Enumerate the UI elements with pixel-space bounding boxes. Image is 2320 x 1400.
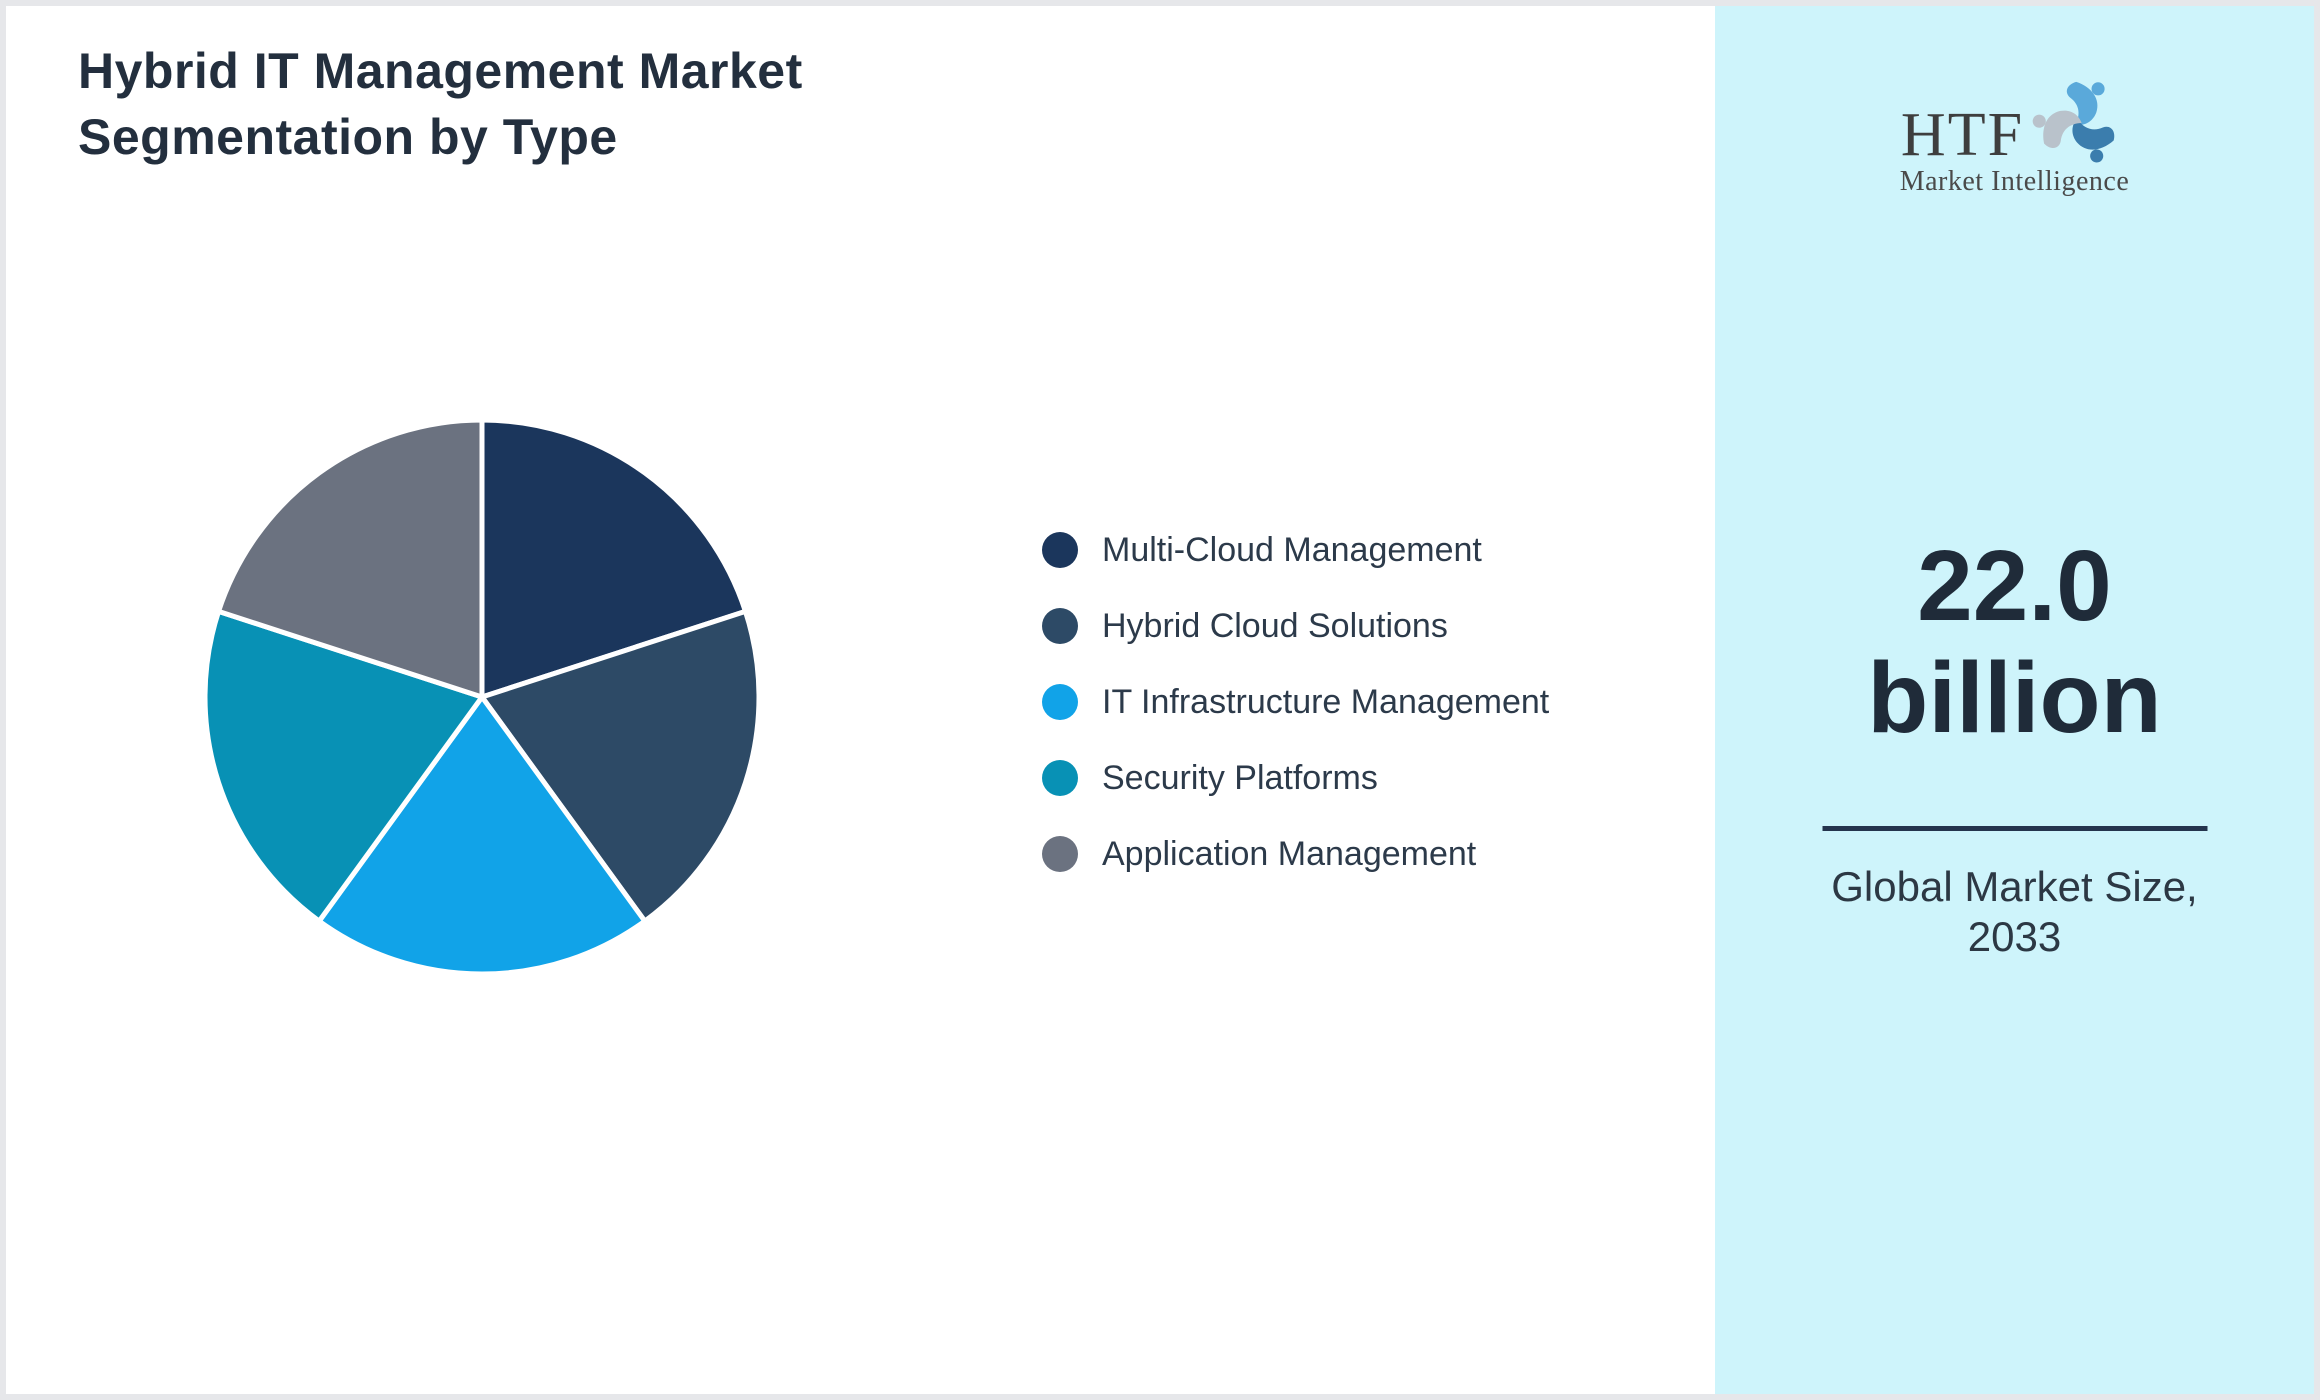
page-title: Hybrid IT Management Market Segmentation… bbox=[78, 38, 803, 170]
htf-logo-tagline: Market Intelligence bbox=[1899, 166, 2130, 197]
stat-divider bbox=[1822, 826, 2207, 831]
pie-slice-2 bbox=[316, 694, 648, 977]
highlight-sidebar: HTF Market Intelligence 22.0 billion Glo… bbox=[1715, 6, 2314, 1394]
legend-item: IT Infrastructure Management bbox=[1042, 664, 1549, 740]
chart-legend: Multi-Cloud Management Hybrid Cloud Solu… bbox=[1042, 512, 1549, 892]
stat-value-line2: billion bbox=[1867, 642, 2162, 754]
stat-caption: Global Market Size, 2033 bbox=[1715, 862, 2314, 962]
pie-slice-4 bbox=[216, 417, 485, 700]
pie-chart bbox=[202, 417, 762, 977]
legend-label: Security Platforms bbox=[1102, 758, 1378, 797]
legend-swatch-icon bbox=[1042, 684, 1078, 720]
market-size-stat: 22.0 billion bbox=[1715, 530, 2314, 754]
legend-label: Application Management bbox=[1102, 834, 1477, 873]
htf-logo-row: HTF bbox=[1900, 74, 2128, 170]
stat-caption-line2: 2033 bbox=[1967, 913, 2062, 960]
legend-label: IT Infrastructure Management bbox=[1102, 682, 1550, 721]
legend-item: Hybrid Cloud Solutions bbox=[1042, 588, 1549, 664]
logo-swirl-icon bbox=[2029, 81, 2119, 166]
htf-logo: HTF Market Intelligence bbox=[1715, 74, 2314, 198]
legend-label: Multi-Cloud Management bbox=[1102, 530, 1482, 569]
page-title-line2: Segmentation by Type bbox=[78, 109, 618, 165]
pie-slice-0 bbox=[479, 417, 748, 700]
pie-slice-3 bbox=[202, 608, 485, 924]
htf-logo-brand: HTF bbox=[1900, 101, 2025, 170]
stat-caption-line1: Global Market Size, bbox=[1831, 863, 2198, 910]
legend-swatch-icon bbox=[1042, 608, 1078, 644]
pie-chart-svg bbox=[202, 417, 762, 977]
pie-slice-1 bbox=[479, 608, 762, 924]
legend-label: Hybrid Cloud Solutions bbox=[1102, 606, 1448, 645]
legend-swatch-icon bbox=[1042, 836, 1078, 872]
legend-swatch-icon bbox=[1042, 532, 1078, 568]
legend-item: Multi-Cloud Management bbox=[1042, 512, 1549, 588]
page-title-line1: Hybrid IT Management Market bbox=[78, 43, 803, 99]
legend-swatch-icon bbox=[1042, 760, 1078, 796]
legend-item: Application Management bbox=[1042, 816, 1549, 892]
legend-item: Security Platforms bbox=[1042, 740, 1549, 816]
stat-value-line1: 22.0 bbox=[1917, 530, 2112, 642]
